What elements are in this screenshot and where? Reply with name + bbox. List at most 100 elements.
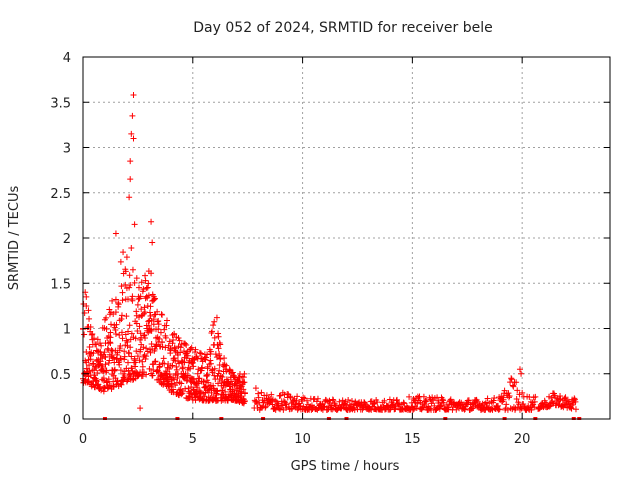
data-point — [255, 390, 262, 397]
data-point — [435, 397, 442, 404]
x-tick-label: 10 — [294, 432, 311, 447]
data-point — [500, 396, 507, 403]
data-point — [128, 365, 135, 372]
data-point — [216, 367, 223, 374]
data-point — [169, 340, 176, 347]
data-point — [205, 379, 212, 386]
data-point — [241, 390, 248, 397]
data-point — [368, 406, 375, 413]
data-point — [351, 406, 358, 413]
data-point — [119, 289, 126, 296]
data-point — [117, 258, 124, 265]
data-point — [112, 309, 119, 316]
data-point — [423, 398, 430, 405]
x-tick-label: 15 — [404, 432, 421, 447]
data-point — [127, 158, 134, 165]
data-point — [216, 340, 223, 347]
data-point — [481, 401, 488, 408]
data-point — [118, 381, 125, 388]
data-point — [222, 388, 229, 395]
data-point — [92, 363, 99, 370]
data-point — [263, 392, 270, 399]
data-point — [156, 364, 163, 371]
data-point — [137, 330, 144, 337]
data-point — [215, 330, 222, 337]
data-point — [86, 343, 93, 350]
data-point — [214, 388, 221, 395]
data-point — [160, 355, 167, 362]
data-point — [566, 400, 573, 407]
data-point — [93, 377, 100, 384]
data-point — [219, 374, 226, 381]
data-point — [462, 405, 469, 412]
data-point — [131, 279, 138, 286]
data-point — [121, 353, 128, 360]
y-tick-label: 3 — [63, 142, 71, 157]
data-point — [139, 363, 146, 370]
data-point — [145, 322, 152, 329]
y-axis-label: SRMTID / TECUs — [7, 186, 22, 291]
data-point — [129, 293, 136, 300]
data-point — [140, 344, 147, 351]
data-point — [101, 349, 108, 356]
data-point — [216, 350, 223, 357]
y-tick-label: 1 — [63, 323, 71, 338]
data-point — [189, 359, 196, 366]
data-point — [148, 340, 155, 347]
data-point — [139, 358, 146, 365]
data-point — [132, 359, 139, 366]
data-point — [205, 387, 212, 394]
data-point — [93, 341, 100, 348]
data-point — [514, 387, 521, 394]
data-point — [213, 314, 220, 321]
data-point — [283, 405, 290, 412]
data-point — [150, 316, 157, 323]
data-point — [193, 353, 200, 360]
data-point — [154, 318, 161, 325]
data-point — [94, 370, 101, 377]
x-axis-label: GPS time / hours — [291, 459, 400, 474]
data-point — [184, 352, 191, 359]
data-point — [490, 397, 497, 404]
data-point — [361, 399, 368, 406]
data-point — [420, 393, 427, 400]
data-point — [177, 344, 184, 351]
data-point — [207, 348, 214, 355]
data-point — [102, 354, 109, 361]
data-point — [189, 360, 196, 367]
data-point — [513, 396, 520, 403]
data-point — [143, 285, 150, 292]
data-point — [213, 387, 220, 394]
data-point — [95, 361, 102, 368]
data-point — [138, 279, 145, 286]
data-point — [85, 307, 92, 314]
data-point — [100, 388, 107, 395]
data-point — [166, 366, 173, 373]
data-point — [313, 398, 320, 405]
data-point — [103, 367, 110, 374]
y-tick-label: 4 — [63, 51, 71, 66]
data-point — [117, 380, 124, 387]
data-point — [190, 387, 197, 394]
data-point — [117, 355, 124, 362]
data-point — [272, 406, 279, 413]
y-tick-label: 2.5 — [50, 187, 71, 202]
data-point — [294, 393, 301, 400]
chart-title: Day 052 of 2024, SRMTID for receiver bel… — [193, 20, 492, 36]
data-point — [165, 382, 172, 389]
data-point — [409, 406, 416, 413]
y-tick-label: 3.5 — [50, 96, 71, 111]
data-point — [135, 314, 142, 321]
data-point — [572, 398, 579, 405]
data-point — [277, 406, 284, 413]
data-point — [177, 349, 184, 356]
data-point — [176, 337, 183, 344]
data-point — [179, 364, 186, 371]
data-point — [171, 355, 178, 362]
data-point — [389, 401, 396, 408]
data-point — [224, 397, 231, 404]
data-point — [112, 296, 119, 303]
data-point — [465, 397, 472, 404]
y-tick-label: 0 — [63, 413, 71, 428]
data-point — [111, 367, 118, 374]
